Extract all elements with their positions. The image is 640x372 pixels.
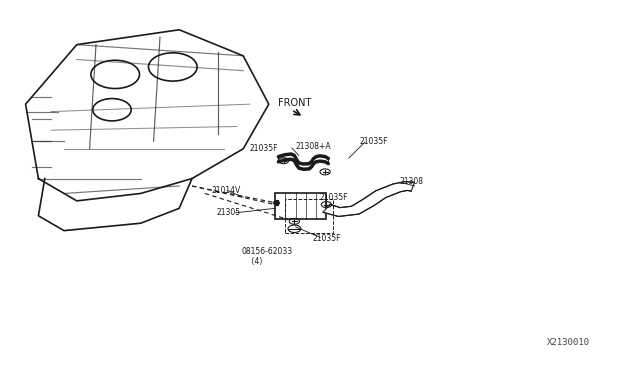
- Text: 21035F: 21035F: [312, 234, 341, 243]
- Text: 21308: 21308: [400, 177, 424, 186]
- Text: 21305: 21305: [216, 208, 241, 217]
- Text: 21035F: 21035F: [250, 144, 278, 153]
- Polygon shape: [323, 182, 414, 217]
- Text: X2130010: X2130010: [547, 338, 590, 347]
- Text: 08156-62033
    (4): 08156-62033 (4): [242, 247, 293, 266]
- Text: FRONT: FRONT: [278, 98, 312, 108]
- Text: 21014V: 21014V: [211, 186, 241, 195]
- Text: 21035F: 21035F: [360, 137, 388, 146]
- Text: 21035F: 21035F: [320, 193, 349, 202]
- Text: 21308+A: 21308+A: [296, 142, 332, 151]
- Polygon shape: [278, 154, 328, 169]
